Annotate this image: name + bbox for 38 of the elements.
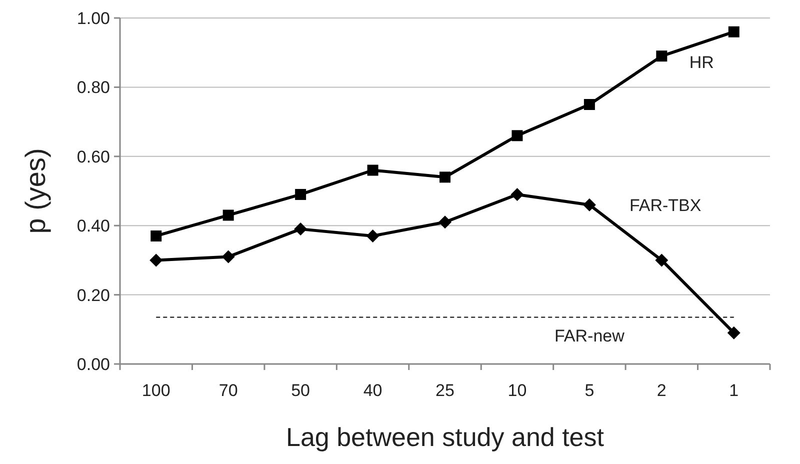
y-tick-label: 0.00 [76, 354, 110, 374]
point [655, 254, 668, 267]
series-label: HR [689, 52, 714, 72]
x-tick-label: 70 [218, 381, 238, 400]
point [510, 188, 524, 201]
x-tick-label: 10 [508, 381, 527, 400]
point [656, 50, 668, 62]
point [438, 216, 452, 229]
x-tick-label: 50 [291, 381, 310, 400]
series-label: FAR-TBX [629, 196, 702, 215]
point [150, 254, 163, 267]
y-tick-label: 1.00 [76, 8, 110, 28]
point [294, 222, 308, 236]
point [295, 188, 306, 200]
y-axis-title: p (yes) [20, 148, 51, 234]
point [440, 172, 450, 183]
point [367, 164, 378, 176]
point [727, 326, 740, 340]
x-tick-label: 1 [729, 381, 739, 400]
point [512, 130, 523, 142]
x-tick-label: 5 [584, 381, 594, 400]
x-tick-label: 100 [142, 381, 170, 400]
point [222, 250, 235, 264]
y-tick-label: 0.60 [76, 147, 110, 166]
y-tick-label: 0.80 [76, 78, 110, 98]
x-axis-title: Lag between study and test [286, 422, 605, 452]
point [222, 210, 234, 221]
point [728, 26, 740, 38]
point [582, 198, 596, 212]
x-tick-label: 40 [363, 381, 382, 400]
ref-line-label: FAR-new [554, 326, 626, 346]
point [150, 230, 162, 242]
y-tick-label: 0.20 [76, 286, 110, 305]
y-tick-label: 0.40 [76, 216, 110, 236]
x-tick-label: 2 [656, 381, 666, 400]
point [366, 229, 380, 242]
x-tick-label: 25 [436, 381, 454, 400]
point [584, 99, 595, 110]
